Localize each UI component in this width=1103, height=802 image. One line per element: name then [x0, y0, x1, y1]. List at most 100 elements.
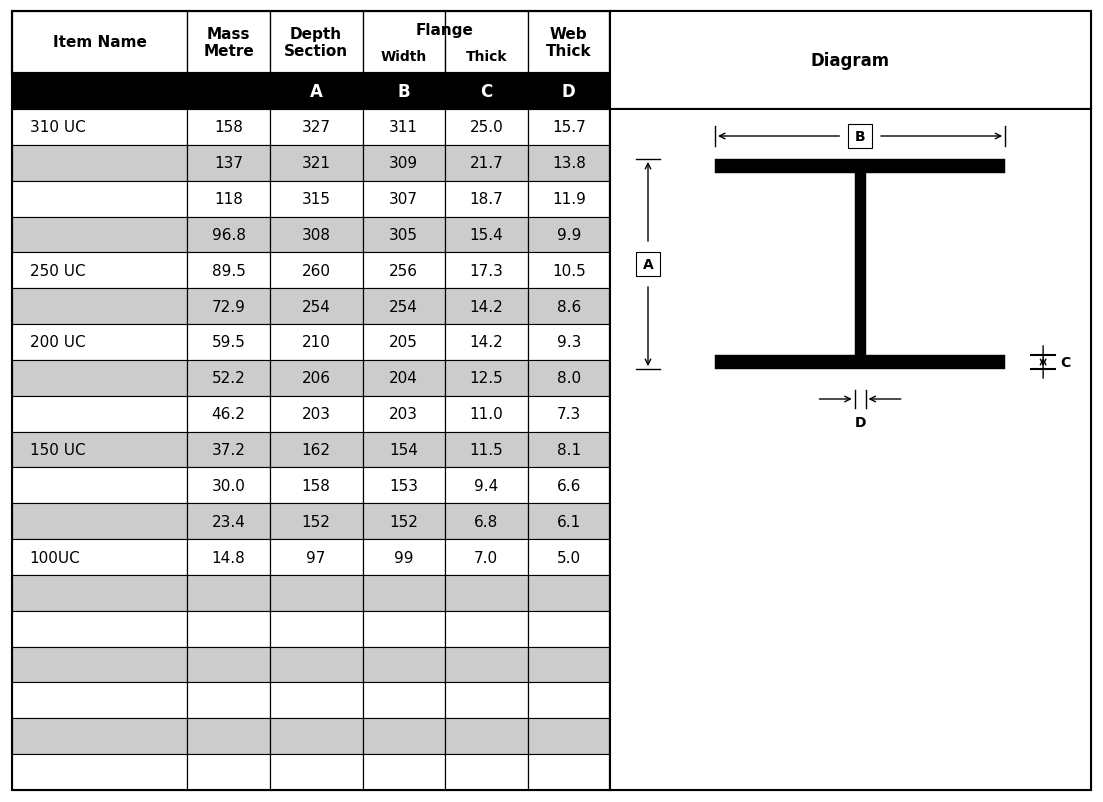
Bar — [363, 540, 445, 575]
Text: 72.9: 72.9 — [212, 299, 246, 314]
Text: 154: 154 — [389, 443, 418, 457]
Bar — [188, 289, 270, 325]
Text: 99: 99 — [394, 550, 414, 565]
Bar — [12, 468, 188, 504]
Bar — [12, 74, 610, 110]
Bar — [270, 683, 363, 719]
Bar — [363, 217, 445, 253]
Text: D: D — [561, 83, 576, 101]
Bar — [445, 110, 527, 146]
Text: 46.2: 46.2 — [212, 407, 246, 422]
Bar — [527, 468, 610, 504]
Bar — [12, 396, 188, 432]
Bar — [527, 719, 610, 754]
Text: Mass
Metre: Mass Metre — [203, 26, 254, 59]
Text: A: A — [310, 83, 322, 101]
Text: 6.1: 6.1 — [557, 514, 581, 529]
Text: C: C — [1060, 355, 1070, 370]
Text: 7.3: 7.3 — [557, 407, 581, 422]
Text: 59.5: 59.5 — [212, 335, 246, 350]
Bar — [270, 110, 363, 146]
Text: 204: 204 — [389, 371, 418, 386]
Bar — [445, 181, 527, 217]
Bar — [270, 217, 363, 253]
Text: 309: 309 — [389, 156, 418, 171]
Text: 150 UC: 150 UC — [30, 443, 85, 457]
Text: Item Name: Item Name — [53, 35, 147, 51]
Bar — [527, 110, 610, 146]
Text: Width: Width — [381, 50, 427, 64]
Bar — [527, 181, 610, 217]
Text: B: B — [855, 130, 866, 144]
Bar — [12, 110, 188, 146]
Text: Thick: Thick — [465, 50, 507, 64]
Text: 9.4: 9.4 — [474, 478, 499, 493]
Bar — [12, 217, 188, 253]
Text: Diagram: Diagram — [811, 52, 890, 70]
Bar — [188, 683, 270, 719]
Bar — [715, 355, 1005, 370]
Text: 327: 327 — [301, 120, 331, 136]
Text: 254: 254 — [389, 299, 418, 314]
Text: 250 UC: 250 UC — [30, 264, 85, 278]
Bar — [527, 504, 610, 540]
Bar — [610, 12, 1091, 790]
Bar — [445, 325, 527, 360]
Text: 18.7: 18.7 — [470, 192, 503, 207]
Bar — [12, 12, 610, 790]
Bar — [12, 360, 188, 396]
Bar — [363, 181, 445, 217]
Bar — [363, 12, 445, 74]
Bar — [527, 540, 610, 575]
Text: 254: 254 — [302, 299, 331, 314]
Bar — [188, 575, 270, 611]
Bar — [445, 360, 527, 396]
Text: 7.0: 7.0 — [474, 550, 499, 565]
Text: 315: 315 — [301, 192, 331, 207]
Bar — [188, 396, 270, 432]
Bar — [527, 289, 610, 325]
Text: 30.0: 30.0 — [212, 478, 246, 493]
Text: 10.5: 10.5 — [552, 264, 586, 278]
Text: C: C — [480, 83, 492, 101]
Text: 152: 152 — [389, 514, 418, 529]
Bar — [848, 125, 872, 149]
Bar — [363, 325, 445, 360]
Bar — [445, 253, 527, 289]
Text: 9.9: 9.9 — [557, 228, 581, 243]
Text: 15.4: 15.4 — [470, 228, 503, 243]
Bar — [445, 647, 527, 683]
Bar — [270, 396, 363, 432]
Text: 203: 203 — [389, 407, 418, 422]
Bar — [12, 754, 188, 790]
Bar — [188, 146, 270, 181]
Text: 17.3: 17.3 — [470, 264, 503, 278]
Bar — [12, 719, 188, 754]
Text: 210: 210 — [302, 335, 331, 350]
Text: 203: 203 — [301, 407, 331, 422]
Bar — [363, 253, 445, 289]
Text: 100UC: 100UC — [30, 550, 81, 565]
Text: 14.8: 14.8 — [212, 550, 245, 565]
Text: 307: 307 — [389, 192, 418, 207]
Bar — [445, 396, 527, 432]
Bar — [270, 360, 363, 396]
Bar — [445, 575, 527, 611]
Bar — [188, 468, 270, 504]
Text: 14.2: 14.2 — [470, 299, 503, 314]
Bar — [188, 110, 270, 146]
Bar — [527, 360, 610, 396]
Text: 6.6: 6.6 — [557, 478, 581, 493]
Text: 11.0: 11.0 — [470, 407, 503, 422]
Bar — [188, 540, 270, 575]
Text: 200 UC: 200 UC — [30, 335, 85, 350]
Bar — [445, 217, 527, 253]
Text: 8.0: 8.0 — [557, 371, 581, 386]
Text: 153: 153 — [389, 478, 418, 493]
Text: 162: 162 — [301, 443, 331, 457]
Text: 23.4: 23.4 — [212, 514, 246, 529]
Text: Web
Thick: Web Thick — [546, 26, 591, 59]
Bar — [855, 174, 866, 355]
Text: 11.5: 11.5 — [470, 443, 503, 457]
Bar — [188, 504, 270, 540]
